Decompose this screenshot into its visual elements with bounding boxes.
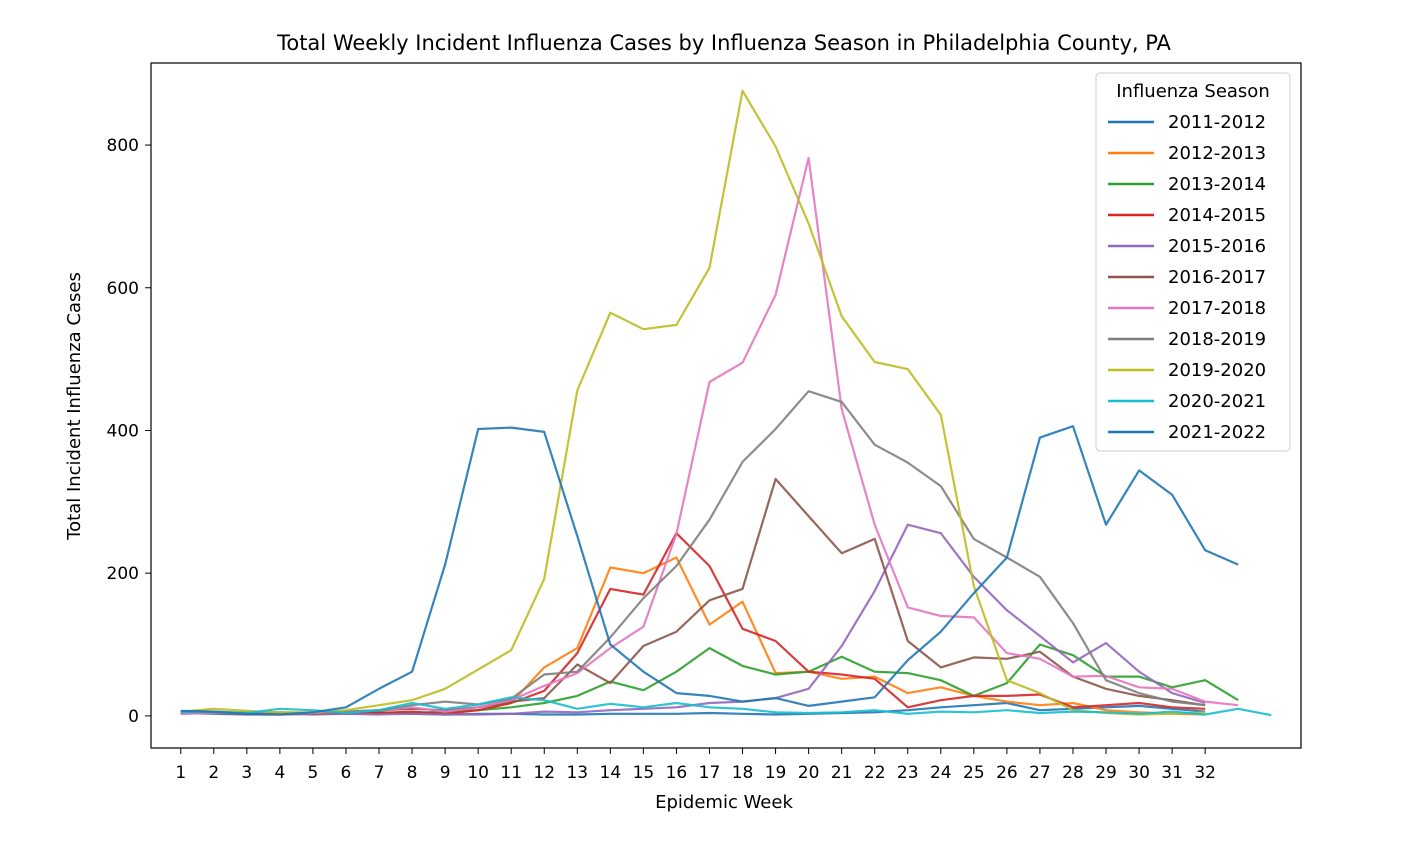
y-axis-label: Total Incident Influenza Cases — [64, 272, 85, 541]
y-tick-label: 400 — [107, 421, 139, 441]
x-tick-label: 23 — [897, 763, 919, 783]
series-line-2012-2013 — [180, 556, 1206, 716]
legend-label: 2019-2020 — [1168, 360, 1266, 381]
series-line-2015-2016 — [180, 523, 1206, 716]
legend-label: 2016-2017 — [1168, 267, 1266, 288]
series-line-2014-2015 — [180, 532, 1206, 716]
series-line-2018-2019 — [180, 390, 1206, 715]
legend-label: 2020-2021 — [1168, 391, 1266, 412]
x-tick-label: 9 — [440, 763, 451, 783]
x-tick-label: 16 — [666, 763, 688, 783]
y-tick-label: 200 — [107, 564, 139, 584]
x-tick-label: 32 — [1194, 763, 1216, 783]
legend-label: 2012-2013 — [1168, 143, 1266, 164]
legend-label: 2021-2022 — [1168, 422, 1266, 443]
series-line-2016-2017 — [180, 477, 1206, 715]
chart-title: Total Weekly Incident Influenza Cases by… — [276, 31, 1171, 55]
y-axis: 0 200 400 600 800 — [107, 136, 151, 727]
x-tick-label: 7 — [374, 763, 385, 783]
legend-box — [1095, 72, 1291, 452]
x-axis-label: Epidemic Week — [655, 792, 793, 813]
legend-label: 2013-2014 — [1168, 174, 1266, 195]
x-tick-label: 13 — [566, 763, 588, 783]
y-tick-label: 800 — [107, 136, 139, 156]
x-tick-label: 2 — [208, 763, 219, 783]
x-tick-label: 20 — [798, 763, 820, 783]
x-tick-label: 5 — [308, 763, 319, 783]
x-tick-label: 29 — [1095, 763, 1117, 783]
series-line-2020-2021 — [180, 696, 1272, 717]
y-tick-label: 0 — [128, 707, 139, 727]
x-tick-label: 21 — [831, 763, 853, 783]
x-tick-label: 14 — [600, 763, 622, 783]
x-tick-label: 4 — [274, 763, 285, 783]
legend-label: 2018-2019 — [1168, 329, 1266, 350]
x-tick-label: 8 — [407, 763, 418, 783]
x-tick-label: 12 — [533, 763, 555, 783]
legend-label: 2011-2012 — [1168, 112, 1266, 133]
x-tick-label: 3 — [241, 763, 252, 783]
x-tick-label: 15 — [633, 763, 655, 783]
x-tick-label: 10 — [467, 763, 489, 783]
x-tick-label: 27 — [1029, 763, 1051, 783]
legend-title: Influenza Season — [1116, 81, 1269, 102]
y-tick-label: 600 — [107, 279, 139, 299]
x-axis: 1 2 3 4 5 6 7 8 9 10 11 12 13 14 15 16 17 18 19 20 21 22 23 24 2… — [175, 748, 1216, 783]
series-line-2017-2018 — [180, 156, 1239, 715]
x-tick-label: 24 — [930, 763, 952, 783]
x-tick-label: 17 — [699, 763, 721, 783]
legend-label: 2017-2018 — [1168, 298, 1266, 319]
x-tick-label: 28 — [1062, 763, 1084, 783]
legend-label: 2014-2015 — [1168, 205, 1266, 226]
series-line-2019-2020 — [180, 89, 1206, 716]
x-tick-label: 25 — [963, 763, 985, 783]
x-tick-label: 11 — [500, 763, 522, 783]
x-tick-label: 18 — [732, 763, 754, 783]
x-tick-label: 1 — [175, 763, 186, 783]
series-line-2021-2022 — [180, 425, 1239, 716]
x-tick-label: 6 — [341, 763, 352, 783]
legend-label: 2015-2016 — [1168, 236, 1266, 257]
x-tick-label: 26 — [996, 763, 1018, 783]
x-tick-label: 19 — [765, 763, 787, 783]
x-tick-label: 22 — [864, 763, 886, 783]
legend: Influenza Season 2011-2012 2012-2013 2013-… — [1095, 72, 1291, 452]
x-tick-label: 31 — [1161, 763, 1183, 783]
plot-frame — [150, 62, 1302, 749]
plot-series — [180, 89, 1272, 717]
x-tick-label: 30 — [1128, 763, 1150, 783]
